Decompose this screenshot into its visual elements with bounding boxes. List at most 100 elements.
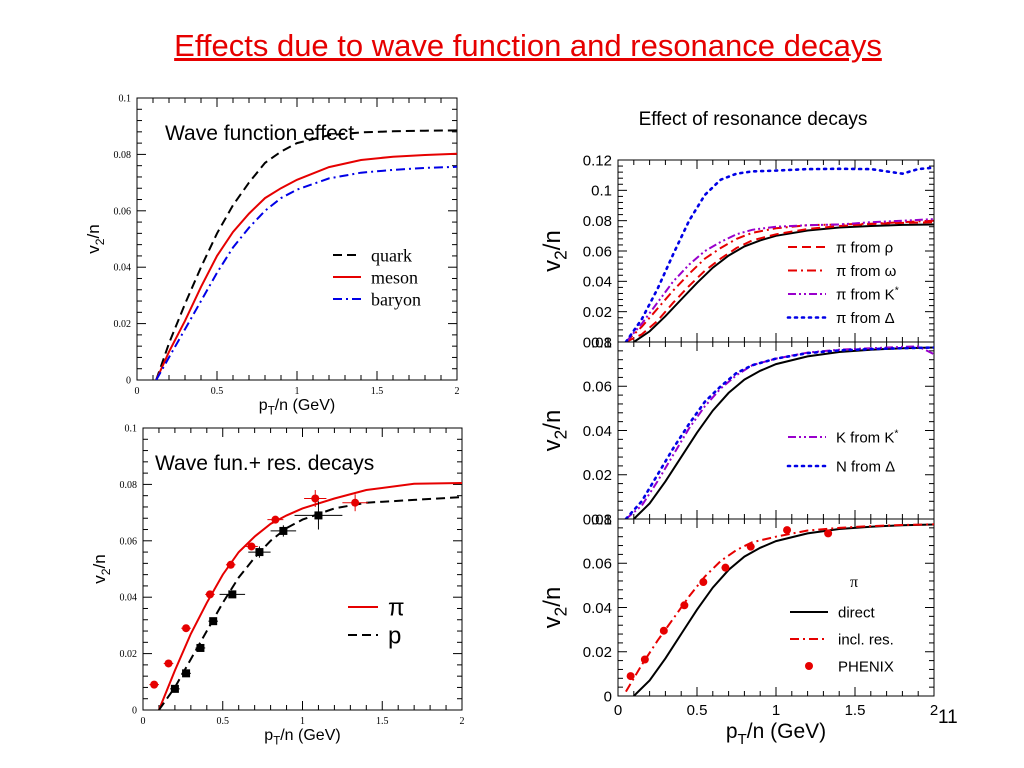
chart-title: Wave function effect xyxy=(165,122,354,145)
data-point xyxy=(314,511,323,520)
data-point xyxy=(205,590,214,599)
data-point xyxy=(170,684,179,693)
data-point xyxy=(659,626,668,635)
axis-ticks xyxy=(142,427,463,711)
legend: π from ρ π from ω π from K* π from Δ xyxy=(786,239,899,327)
data-point xyxy=(228,590,237,599)
series-line-- xyxy=(157,482,462,710)
y-axis-label: v2/n xyxy=(90,554,113,584)
y-tick-label: 0.04 xyxy=(583,423,612,440)
x-tick-label: 1 xyxy=(300,716,305,727)
y-tick-label: 0.04 xyxy=(114,263,132,274)
data-point xyxy=(255,548,264,557)
data-point xyxy=(196,643,205,652)
y-tick-label: 0.06 xyxy=(114,206,132,217)
data-point xyxy=(279,526,288,535)
x-axis-label: pT/n (GeV) xyxy=(726,720,826,748)
y-tick-label: 0.08 xyxy=(120,480,138,491)
data-point xyxy=(182,669,191,678)
data-point xyxy=(164,659,173,668)
x-tick-label: 1.5 xyxy=(376,716,389,727)
y-tick-label: 0.12 xyxy=(583,152,612,169)
x-tick-label: 0 xyxy=(614,702,622,719)
legend-label: meson xyxy=(371,267,418,287)
series-line--from- xyxy=(625,219,934,342)
y-axis-label: v2/n xyxy=(539,410,571,452)
data-point xyxy=(351,498,360,507)
y-tick-label: 0.1 xyxy=(591,183,612,200)
series-line-p xyxy=(158,496,462,710)
y-tick-label: 0.08 xyxy=(583,511,612,528)
data-point xyxy=(783,526,792,535)
legend: K from K* N from Δ xyxy=(786,427,898,475)
y-tick-label: 0.08 xyxy=(114,150,132,161)
y-tick-label: 0.1 xyxy=(125,424,138,435)
y-tick-label: 0.08 xyxy=(583,213,612,230)
y-tick-label: 0.06 xyxy=(583,243,612,260)
chart-wave-function-effect: 0 0.5 1 1.5 2 0 0.02 0.04 0.06 0.08 0.1 v2/n pT/n (G… xyxy=(84,94,460,418)
legend: πp xyxy=(348,594,405,649)
legend-label: p xyxy=(388,622,401,649)
y-tick-label: 0.02 xyxy=(114,319,132,330)
x-tick-label: 1.5 xyxy=(845,702,866,719)
legend-label: PHENIX xyxy=(838,658,894,675)
x-tick-label: 1 xyxy=(295,386,300,397)
y-tick-label: 0.06 xyxy=(583,556,612,573)
y-axis-label: v2/n xyxy=(539,230,571,272)
legend-label: N from Δ xyxy=(836,458,895,475)
legend: π direct incl. res. PHENIX xyxy=(790,574,894,675)
x-tick-label: 2 xyxy=(930,702,938,719)
chart-resonance-decays-middle: 0.020.040.060.080.1v2/nK from K*N from Δ xyxy=(539,334,935,528)
slide-title: Effects due to wave function and resonan… xyxy=(174,28,882,63)
data-point xyxy=(699,578,708,587)
axis-ticks xyxy=(136,97,458,381)
legend-label: π from ω xyxy=(836,263,897,280)
data-point xyxy=(746,542,755,551)
x-tick-label: 2 xyxy=(460,716,465,727)
x-axis-label: pT/n (GeV) xyxy=(259,397,335,417)
y-tick-label: 0.1 xyxy=(591,511,612,528)
series-line-meson xyxy=(155,152,457,380)
series-line-n-from- xyxy=(624,346,934,519)
series-line-direct xyxy=(633,223,934,342)
series-line--from- xyxy=(625,221,934,342)
data-point xyxy=(824,529,833,538)
data-point xyxy=(150,680,159,689)
chart-resonance-decays-top: 0.02 0.04 0.06 0.08 0.1 0.12 0.1 v2/n Effect of … xyxy=(539,109,935,351)
y-tick-label: 0.02 xyxy=(583,304,612,321)
data-point xyxy=(626,672,635,681)
y-tick-label: 0 xyxy=(604,688,612,705)
legend-label: π from K* xyxy=(836,284,899,303)
data-point xyxy=(680,601,689,610)
y-tick-label: 0.02 xyxy=(120,649,138,660)
y-tick-label: 0.1 xyxy=(591,334,612,351)
y-tick-label: 0.1 xyxy=(119,94,132,105)
x-tick-label: 0 xyxy=(135,386,140,397)
legend-label: π xyxy=(388,594,405,621)
x-tick-label: 0.5 xyxy=(211,386,224,397)
x-axis-label: pT/n (GeV) xyxy=(264,727,340,747)
x-tick-label: 0.5 xyxy=(687,702,708,719)
axis-ticks xyxy=(617,518,935,697)
chart-title: Effect of resonance decays xyxy=(639,109,868,130)
series-line-baryon xyxy=(155,165,457,380)
legend-label: π from ρ xyxy=(836,239,893,256)
chart-title: Wave fun.+ res. decays xyxy=(155,452,374,475)
y-tick-label: 0.04 xyxy=(583,274,612,291)
legend-label: π from Δ xyxy=(836,310,895,327)
chart-wave-fun-res-decays: 0 0.5 1 1.5 2 0 0.02 0.04 0.06 0.08 0.1 v2/n pT/n (G… xyxy=(90,424,465,748)
chart-resonance-decays-bottom: 0 0.5 1 1.5 2 0 0.02 0.04 0.06 0.08 v2/n pT/n (GeV)… xyxy=(539,511,938,748)
y-tick-label: 0.06 xyxy=(120,536,138,547)
data-point xyxy=(721,563,730,572)
data-point xyxy=(311,494,320,503)
y-tick-label: 0 xyxy=(126,376,131,387)
legend-label: incl. res. xyxy=(838,631,894,648)
series-line--from-k- xyxy=(625,218,934,342)
data-point xyxy=(640,655,649,664)
data-point xyxy=(182,624,191,633)
y-axis-label: v2/n xyxy=(84,224,107,254)
y-tick-label: 0.06 xyxy=(583,379,612,396)
x-tick-label: 0.5 xyxy=(217,716,230,727)
legend-header: π xyxy=(850,574,858,591)
